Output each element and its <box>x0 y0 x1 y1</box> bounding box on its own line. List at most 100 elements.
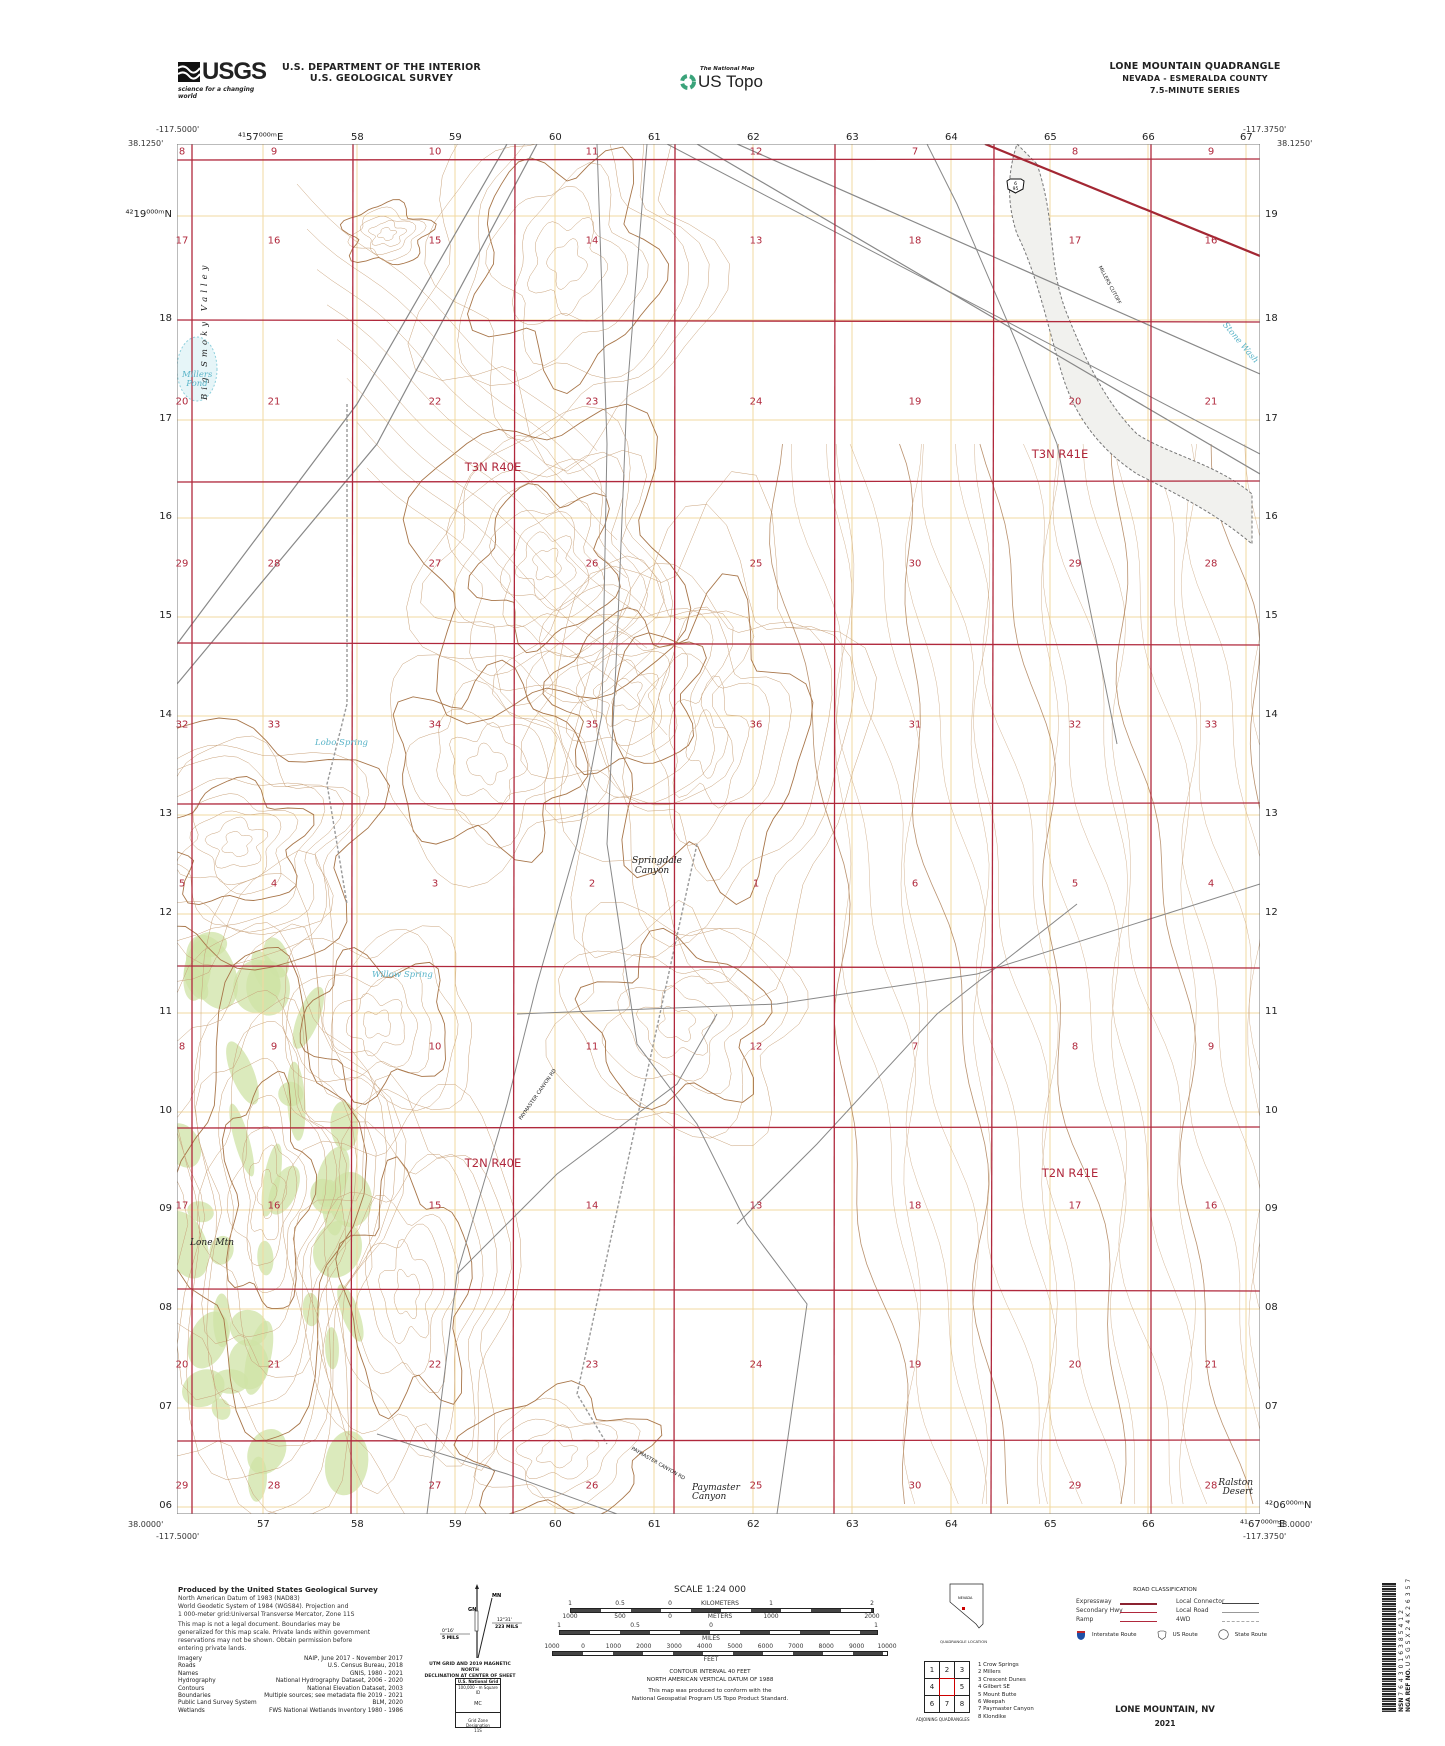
contour-line <box>221 831 253 857</box>
section-number: 36 <box>749 719 763 731</box>
sheet-year: 2021 <box>1154 1719 1176 1728</box>
section-number: 9 <box>1207 146 1215 158</box>
section-number: 12 <box>749 146 763 158</box>
contour-line <box>282 925 472 1123</box>
water-features <box>177 144 1253 546</box>
contour-line <box>335 1156 473 1420</box>
section-number: 33 <box>267 719 281 731</box>
contour-line <box>1146 443 1260 1393</box>
adjoining-quad-name: 7 Paymaster Canyon <box>978 1706 1034 1713</box>
left-northing-label: 16 <box>159 511 172 522</box>
contour-line <box>378 1238 434 1345</box>
section-number: 18 <box>908 1200 922 1212</box>
credit-row: Contours National Elevation Dataset, 2003 <box>178 1686 403 1693</box>
grid-north-marker <box>474 1610 479 1632</box>
vegetation-patch <box>302 1292 320 1327</box>
usng-box: U.S. National Grid 100,000 - m Square ID… <box>455 1678 501 1733</box>
road <box>606 144 808 1514</box>
scale-tick-label: 0 <box>668 1600 672 1607</box>
section-lines <box>177 144 1260 1514</box>
scale-tick-label: 0.5 <box>615 1600 625 1607</box>
section-number: 9 <box>270 146 278 158</box>
scale-tick-label: 6000 <box>757 1643 774 1650</box>
road-legend-line <box>1222 1612 1259 1613</box>
road-legend-label: Ramp <box>1076 1616 1094 1623</box>
contour-line <box>1110 443 1254 1505</box>
section-line <box>177 1126 1260 1129</box>
contour-line <box>407 144 730 472</box>
credit-row: Hydrography National Hydrography Dataset,… <box>178 1678 403 1685</box>
section-number: 16 <box>1204 1200 1218 1212</box>
quad-title: LONE MOUNTAIN QUADRANGLE <box>1109 61 1281 72</box>
contour-line <box>453 458 632 657</box>
section-number: 21 <box>267 1359 281 1371</box>
section-number: 17 <box>1068 1200 1082 1212</box>
vegetation-patch <box>261 1143 282 1217</box>
disclaimer-line: entering private lands. <box>178 1645 247 1652</box>
quad-title-block: LONE MOUNTAIN QUADRANGLE NEVADA - ESMERA… <box>1095 61 1295 97</box>
credit-item: Hydrography <box>178 1678 216 1685</box>
scale-bar-miles <box>559 1630 878 1635</box>
bottom-easting-label: 65 <box>1044 1519 1057 1530</box>
contour-line <box>617 975 733 1082</box>
nga-value: USGSX24K26357 <box>1405 1575 1412 1667</box>
road-legend-label: Secondary Hwy <box>1076 1607 1123 1614</box>
vegetation-patch <box>278 1081 304 1107</box>
section-number: 22 <box>428 396 442 408</box>
section-line <box>990 144 995 1514</box>
township-label: T2N R41E <box>1041 1166 1099 1180</box>
contour-line <box>685 709 729 779</box>
contour-line <box>376 226 398 242</box>
contour-line <box>355 1195 459 1393</box>
bottom-easting-label: 61 <box>648 1519 661 1530</box>
scale-tick-label: 0 <box>581 1643 585 1650</box>
contour-line <box>177 777 326 926</box>
disclaimer-line: reservations may not be shown. Obtain pe… <box>178 1637 353 1644</box>
section-number: 12 <box>749 1041 763 1053</box>
adjoining-quad-cell: 5 <box>954 1678 970 1696</box>
road-legend-label: Expressway <box>1076 1598 1112 1605</box>
section-number: 33 <box>1204 719 1218 731</box>
section-number: 5 <box>1071 878 1079 890</box>
sheet-title-block: LONE MOUNTAIN, NV 2021 <box>1085 1704 1245 1730</box>
top-easting-label: 64 <box>945 132 958 143</box>
contour-line <box>330 976 418 1068</box>
quad-state-county: NEVADA - ESMERALDA COUNTY <box>1122 74 1268 83</box>
section-number: 23 <box>585 396 599 408</box>
section-line <box>833 144 836 1514</box>
state-route-label: State Route <box>1234 1631 1268 1638</box>
vegetation-patch <box>183 964 209 1000</box>
scale-tick-label: 5000 <box>727 1643 743 1650</box>
section-number: 20 <box>175 1359 189 1371</box>
bottom-easting-label: 59 <box>449 1519 462 1530</box>
section-number: 24 <box>749 396 763 408</box>
contour-info: CONTOUR INTERVAL 40 FEET NORTH AMERICAN … <box>560 1669 860 1703</box>
section-line <box>177 1439 1260 1442</box>
contour-line <box>242 1125 298 1266</box>
section-number: 9 <box>1207 1041 1215 1053</box>
usgs-logo: USGS science for a changing world <box>178 58 268 100</box>
contour-line <box>365 1223 446 1376</box>
right-northing-label: 16 <box>1265 511 1278 522</box>
left-northing-label: 07 <box>159 1401 172 1412</box>
section-number: 29 <box>175 558 189 570</box>
contour-line <box>835 443 987 1504</box>
section-number: 16 <box>267 1200 281 1212</box>
contour-line <box>306 228 608 497</box>
contour-line <box>346 993 405 1057</box>
contour-line <box>339 199 437 266</box>
bottom-easting-label: ⁴¹67⁰⁰⁰ᵐE <box>1240 1519 1286 1530</box>
section-number: 3 <box>431 878 439 890</box>
bottom-easting-label: 60 <box>549 1519 562 1530</box>
topographic-map[interactable]: 6 95 <box>177 144 1260 1514</box>
state-label: NEVADA <box>958 1596 973 1600</box>
contour-line <box>492 555 755 824</box>
scale-tick-label: 1000 <box>763 1613 779 1620</box>
vegetation-patch <box>324 1430 369 1496</box>
contour-line <box>453 1380 663 1514</box>
contour-line <box>1180 443 1260 1311</box>
adjoining-quad-cell: 3 <box>954 1661 970 1679</box>
contour-line <box>622 606 792 882</box>
section-number: 30 <box>908 558 922 570</box>
contour-line <box>326 304 628 579</box>
